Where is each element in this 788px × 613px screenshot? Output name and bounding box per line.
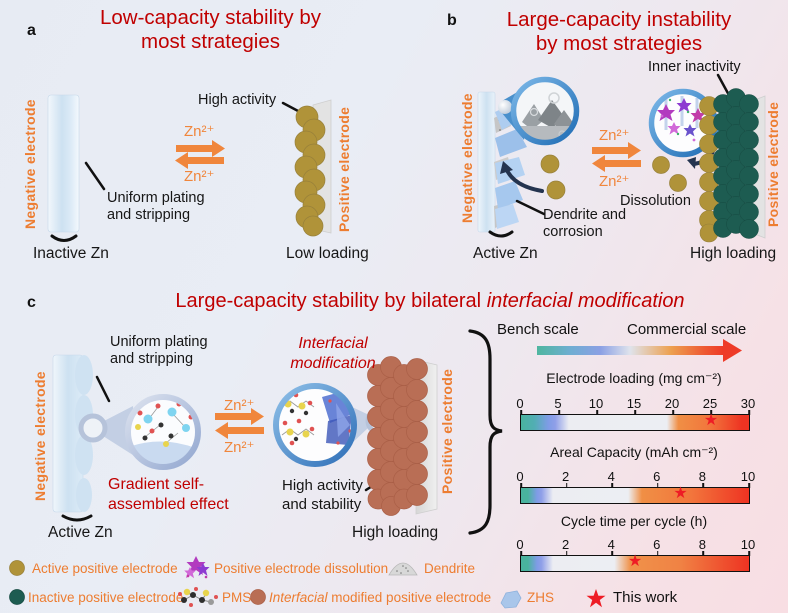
- zn-arrow-right: [176, 140, 225, 157]
- panel-b-title: Large-capacity instability by most strat…: [506, 8, 732, 55]
- inactive-zn-label: Inactive Zn: [33, 245, 109, 262]
- high-loading-label-c: High loading: [352, 524, 439, 541]
- active-zn-bracket-b: [488, 230, 514, 238]
- negative-electrode-slab: [47, 94, 80, 233]
- bar-title-areal-capacity: Areal Capacity (mAh cm⁻²): [550, 444, 718, 460]
- zn-ion-top-a: Zn²⁺: [184, 123, 215, 140]
- uniform-plating-label-c: Uniform plating and stripping: [110, 334, 208, 367]
- legend-active-positive: Active positive electrode: [32, 561, 178, 576]
- gradient-effect-label: Gradient self- assembled effect: [108, 476, 229, 513]
- negative-electrode-modified: [52, 354, 93, 513]
- corrosion-arrowhead: [500, 161, 513, 174]
- dissolution-label: Dissolution: [620, 193, 691, 209]
- interfacial-modification-label: Interfacial modification: [290, 335, 376, 372]
- high-activity-stability-label: High activity and stability: [282, 477, 363, 513]
- red-star-icon: [586, 589, 606, 608]
- dendrite-pointer-line: [515, 199, 546, 216]
- panel-a-label: a: [27, 22, 36, 39]
- uniform-plating-label-a: Uniform plating and stripping: [107, 190, 205, 223]
- this-work-star-areal-capacity: ★: [673, 485, 688, 502]
- purple-star-cluster-icon: [184, 556, 210, 579]
- inner-inactivity-label: Inner inactivity: [648, 59, 741, 75]
- legend-zhs: ZHS: [527, 590, 554, 605]
- panel-b-label: b: [447, 12, 457, 29]
- zn-arrow-right-c: [215, 408, 264, 425]
- this-work-star-electrode-loading: ★: [703, 412, 719, 429]
- zn-arrow-left-c: [215, 422, 264, 439]
- positive-electrode-high-loading: [699, 88, 766, 243]
- inactive-zn-bracket: [50, 234, 78, 242]
- uniform-plating-pointer-line-c: [95, 375, 111, 403]
- zn-ion-bottom-b: Zn²⁺: [599, 173, 630, 190]
- teal-circle-icon: [9, 589, 25, 605]
- zn-arrow-right-b: [592, 142, 641, 159]
- panel-c-title: Large-capacity stability by bilateral in…: [175, 290, 685, 312]
- interfacial-modification-magnifier: [273, 383, 395, 467]
- dissolved-gold-particles-left: [540, 154, 566, 200]
- dendrite-icon: [388, 562, 418, 576]
- legend-pms: PMS: [222, 590, 252, 605]
- gradient-sei-magnifier: [78, 394, 201, 470]
- active-zn-bracket-c: [61, 514, 93, 522]
- bar-title-electrode-loading: Electrode loading (mg cm⁻²): [546, 370, 722, 386]
- bench-commercial-arrow: [537, 339, 742, 362]
- zn-ion-bottom-c: Zn²⁺: [224, 439, 255, 456]
- active-zn-label-c: Active Zn: [48, 524, 113, 541]
- legend-interfacial-modified: Interfacial modified positive electrode: [269, 590, 492, 605]
- high-activity-label: High activity: [198, 92, 277, 108]
- commercial-scale-label: Commercial scale: [627, 321, 747, 338]
- uniform-plating-pointer-line: [84, 161, 106, 191]
- legend-positive-dissolution: Positive electrode dissolution: [214, 561, 389, 576]
- panel-a-title: Low-capacity stability by most strategie…: [99, 6, 322, 53]
- dissolved-gold-particles-right: [652, 156, 687, 192]
- positive-electrode-low-loading: [294, 99, 332, 237]
- dendrite-magnifier: [498, 76, 580, 146]
- gold-circle-icon: [9, 560, 25, 576]
- panel-a-graphics: [47, 94, 332, 242]
- scale-bar-cycle-time: ★: [520, 551, 750, 572]
- pms-molecule-icon: [178, 587, 218, 607]
- panel-c-negative-electrode-label: Negative electrode: [32, 371, 48, 501]
- zn-ion-bottom-a: Zn²⁺: [184, 168, 215, 185]
- positive-electrode-modified: [367, 356, 438, 516]
- zn-arrow-left: [175, 152, 224, 169]
- panel-b-graphics: [477, 73, 766, 243]
- low-loading-label: Low loading: [286, 245, 369, 262]
- bar-ticks-electrode-loading: 0 5 10 15 20 25 30: [516, 396, 756, 411]
- panel-b-negative-electrode-label: Negative electrode: [459, 93, 475, 223]
- panel-a-negative-electrode-label: Negative electrode: [22, 99, 38, 229]
- zn-arrow-left-b: [592, 155, 641, 172]
- panel-c-label: c: [27, 294, 36, 311]
- legend-dendrite: Dendrite: [424, 561, 476, 576]
- dissolution-arrowhead: [687, 157, 696, 169]
- scale-bar-electrode-loading: ★: [520, 410, 750, 431]
- rust-circle-icon: [250, 589, 266, 605]
- bar-ticks-cycle-time: 0 2 4 6 8 10: [516, 537, 756, 552]
- zn-ion-top-b: Zn²⁺: [599, 127, 630, 144]
- dendrite-corrosion-label: Dendrite and corrosion: [543, 207, 627, 240]
- zn-ion-top-c: Zn²⁺: [224, 397, 255, 414]
- active-zn-label-b: Active Zn: [473, 245, 538, 262]
- panel-a-positive-electrode-label: Positive electrode: [336, 106, 352, 232]
- zhs-blob-icon: [500, 590, 522, 609]
- panel-c-graphics: [52, 354, 438, 522]
- bar-ticks-areal-capacity: 0 2 4 6 8 10: [516, 469, 756, 484]
- bar-title-cycle-time: Cycle time per cycle (h): [560, 513, 708, 529]
- scale-bar-areal-capacity: ★: [520, 483, 750, 504]
- legend-this-work: This work: [613, 589, 678, 606]
- scales-graphics: [468, 329, 742, 535]
- legend-inactive-positive: Inactive positive electrode: [28, 590, 184, 605]
- curly-brace: [468, 329, 503, 535]
- bench-scale-label: Bench scale: [497, 321, 579, 338]
- this-work-star-cycle-time: ★: [627, 553, 643, 570]
- panel-b-positive-electrode-label: Positive electrode: [765, 101, 781, 227]
- high-loading-label-b: High loading: [690, 245, 777, 262]
